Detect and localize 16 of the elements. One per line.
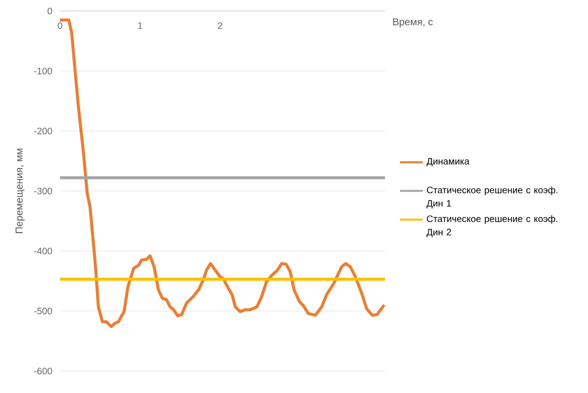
y-tick-label: 0 [48, 8, 52, 14]
legend-label: Статическое решение с коэф. Дин 2 [426, 215, 558, 238]
y-tick-label: -400 [34, 248, 52, 254]
x-axis-title: Время, с [393, 18, 433, 28]
y-tick-label: -100 [34, 68, 52, 74]
legend-label: Статическое решение с коэф. Дин 1 [426, 186, 558, 208]
x-tick-label: 0 [58, 22, 62, 29]
y-tick-label: -200 [34, 128, 52, 134]
legend-label: Динамика [426, 158, 470, 166]
y-tick-label: -300 [34, 188, 52, 194]
line-series [58, 18, 386, 328]
x-tick-label: 1 [138, 22, 142, 29]
y-axis-title: Перемещения, мм [16, 148, 25, 234]
y-tick-label: -500 [34, 308, 52, 314]
x-tick-label: 2 [218, 22, 222, 29]
y-tick-label: -600 [34, 368, 52, 374]
